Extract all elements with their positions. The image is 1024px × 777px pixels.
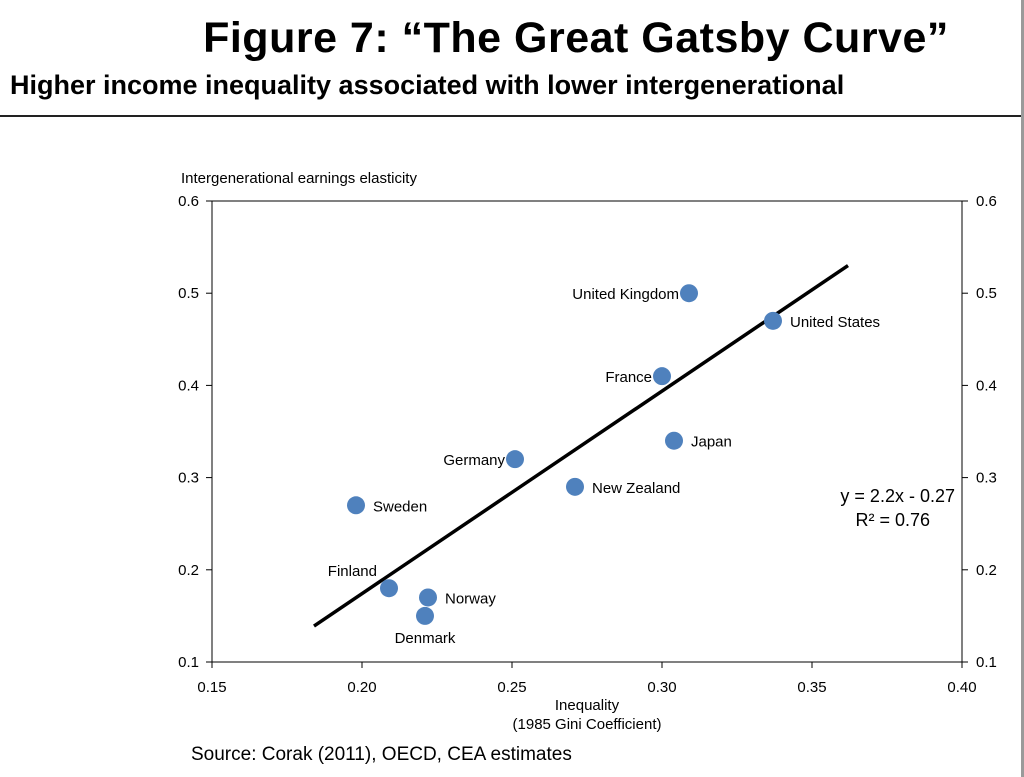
data-point-label: Finland — [328, 563, 377, 580]
data-point — [347, 496, 365, 515]
header-divider — [0, 115, 1024, 117]
data-point — [653, 367, 671, 386]
data-point — [680, 284, 698, 303]
plot-area — [211, 200, 963, 663]
source-note: Source: Corak (2011), OECD, CEA estimate… — [191, 744, 572, 765]
y-tick-label: 0.1 — [178, 654, 199, 671]
data-point-label: Denmark — [395, 630, 456, 647]
y-tick-label-right: 0.3 — [976, 470, 997, 487]
x-tick-label: 0.40 — [947, 679, 976, 696]
y-axis-label: Intergenerational earnings elasticity — [181, 170, 417, 187]
data-point-label: Germany — [443, 452, 505, 469]
y-tick-label: 0.6 — [178, 193, 199, 210]
x-tick-label: 0.35 — [797, 679, 826, 696]
data-point — [506, 450, 524, 469]
x-tick-label: 0.20 — [347, 679, 376, 696]
x-tick-label: 0.25 — [497, 679, 526, 696]
data-point-label: New Zealand — [592, 480, 680, 497]
x-axis-ticks: 0.15 0.20 0.25 0.30 0.35 0.40 — [197, 662, 977, 696]
y-tick-label-right: 0.6 — [976, 193, 997, 210]
regression-equation: y = 2.2x - 0.27 — [840, 486, 955, 506]
x-tick-label: 0.30 — [647, 679, 676, 696]
data-point-label: Norway — [445, 590, 496, 607]
data-point — [665, 431, 683, 450]
data-point-label: France — [605, 369, 652, 386]
data-point — [380, 579, 398, 598]
data-point-label: United Kingdom — [572, 286, 679, 303]
data-points: United Kingdom United States France Japan Ge… — [328, 284, 880, 647]
x-axis-label: Inequality — [555, 697, 620, 714]
data-point-label: Japan — [691, 434, 732, 451]
data-point-label: United States — [790, 314, 880, 331]
y-tick-label-right: 0.5 — [976, 285, 997, 302]
x-axis-sublabel: (1985 Gini Coefficient) — [513, 716, 662, 733]
r-squared-label: R² = 0.76 — [855, 510, 930, 530]
y-tick-label: 0.5 — [178, 285, 199, 302]
x-tick-label: 0.15 — [197, 679, 226, 696]
data-point — [419, 588, 437, 607]
y-tick-label-right: 0.4 — [976, 377, 997, 394]
y-axis-ticks-left: 0.1 0.2 0.3 0.4 0.5 0.6 — [178, 193, 212, 671]
data-point — [416, 606, 434, 625]
data-point-label: Sweden — [373, 498, 427, 515]
y-tick-label-right: 0.1 — [976, 654, 997, 671]
y-axis-ticks-right: 0.1 0.2 0.3 0.4 0.5 0.6 — [962, 193, 997, 671]
y-tick-label: 0.4 — [178, 377, 199, 394]
data-point — [566, 477, 584, 496]
y-tick-label: 0.3 — [178, 470, 199, 487]
trend-line — [313, 264, 849, 628]
y-tick-label-right: 0.2 — [976, 562, 997, 579]
page-subtitle: Higher income inequality associated with… — [10, 70, 845, 100]
y-tick-label: 0.2 — [178, 562, 199, 579]
page-title: Figure 7: “The Great Gatsby Curve” — [203, 14, 949, 62]
right-frame-border — [1021, 0, 1024, 777]
data-point — [764, 311, 782, 330]
